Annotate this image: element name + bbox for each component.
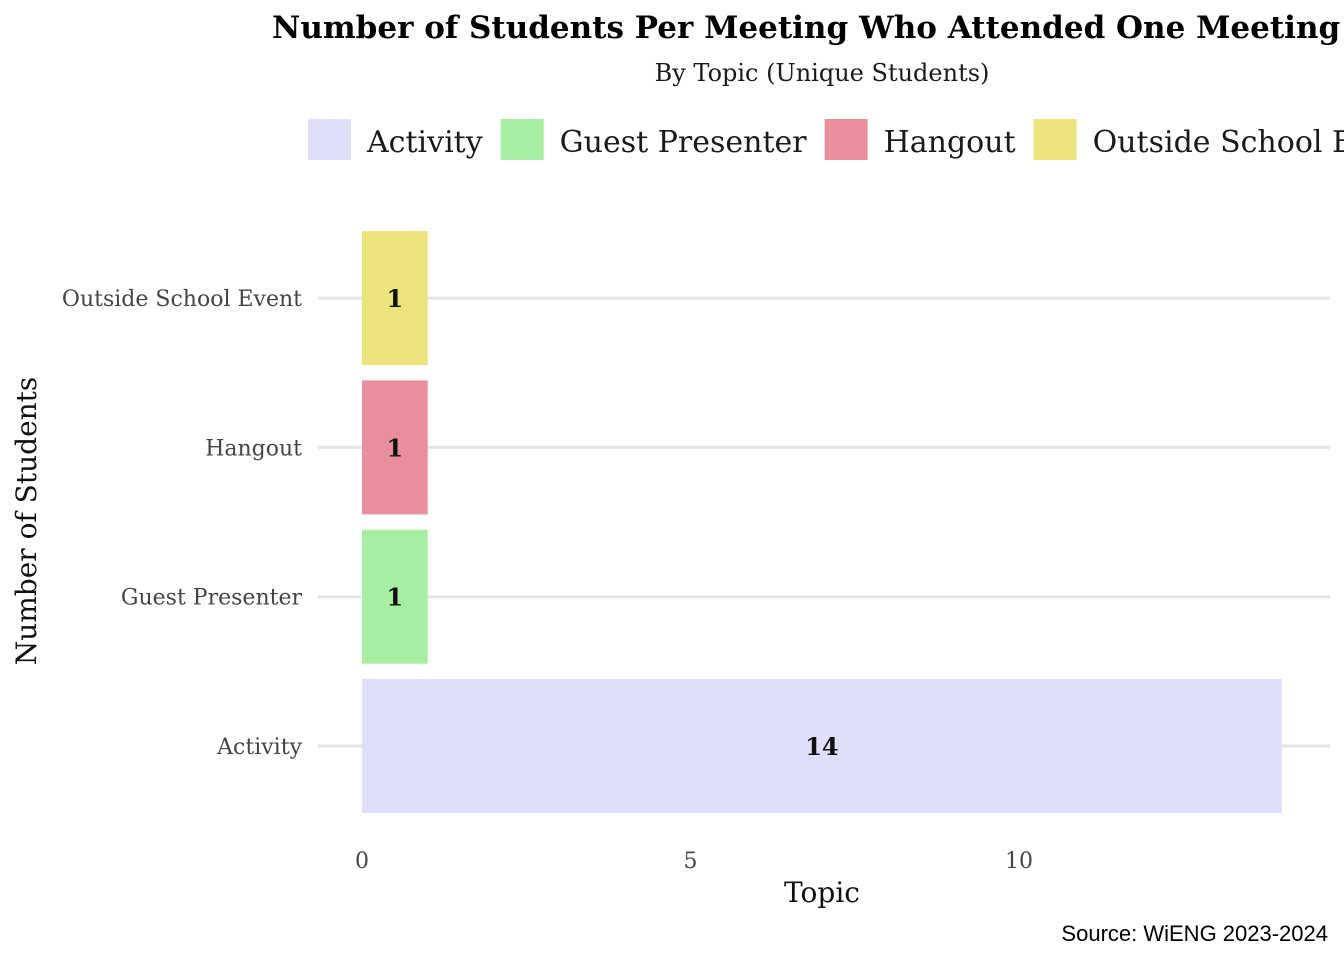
x-axis-title: Topic bbox=[784, 876, 860, 909]
bar-value-label-activity: 14 bbox=[805, 732, 838, 761]
y-tick-label-activity: Activity bbox=[216, 735, 302, 760]
x-tick-label-0: 0 bbox=[355, 849, 369, 874]
legend-swatch-outside-school-event bbox=[1033, 119, 1077, 160]
chart-subtitle: By Topic (Unique Students) bbox=[655, 59, 990, 87]
y-axis-title: Number of Students bbox=[10, 377, 43, 666]
legend-label-outside-school-event: Outside School Event bbox=[1093, 125, 1344, 160]
y-axis-tick-labels: Activity Guest Presenter Hangout Outside Sc… bbox=[62, 287, 303, 760]
legend: Activity Guest Presenter Hangout Outside Sc… bbox=[308, 119, 1344, 160]
bar-value-label-hangout: 1 bbox=[386, 433, 403, 462]
bar-hangout bbox=[362, 380, 428, 515]
bar-value-label-guest-presenter: 1 bbox=[386, 583, 403, 612]
bar-activity bbox=[362, 679, 1282, 813]
source-caption: Source: WiENG 2023-2024 bbox=[1061, 921, 1328, 946]
y-tick-label-outside-school-event: Outside School Event bbox=[62, 287, 302, 312]
bars: 14 1 1 1 bbox=[362, 231, 1282, 813]
bar-value-label-outside-school-event: 1 bbox=[386, 284, 403, 313]
y-tick-label-guest-presenter: Guest Presenter bbox=[121, 586, 303, 611]
bar-guest-presenter bbox=[362, 529, 428, 664]
x-axis-tick-labels: 0 5 10 bbox=[355, 849, 1033, 874]
y-tick-label-hangout: Hangout bbox=[205, 436, 302, 461]
legend-label-guest-presenter: Guest Presenter bbox=[560, 125, 808, 160]
legend-label-activity: Activity bbox=[366, 125, 483, 160]
bar-outside-school-event bbox=[362, 231, 428, 366]
gridlines bbox=[318, 296, 1330, 748]
legend-label-hangout: Hangout bbox=[884, 125, 1016, 160]
x-tick-label-10: 10 bbox=[1005, 849, 1033, 874]
legend-swatch-hangout bbox=[824, 119, 868, 160]
legend-swatch-activity bbox=[308, 119, 351, 160]
chart-title: Number of Students Per Meeting Who Atten… bbox=[272, 10, 1340, 46]
legend-swatch-guest-presenter bbox=[500, 119, 544, 160]
x-tick-label-5: 5 bbox=[684, 849, 698, 874]
